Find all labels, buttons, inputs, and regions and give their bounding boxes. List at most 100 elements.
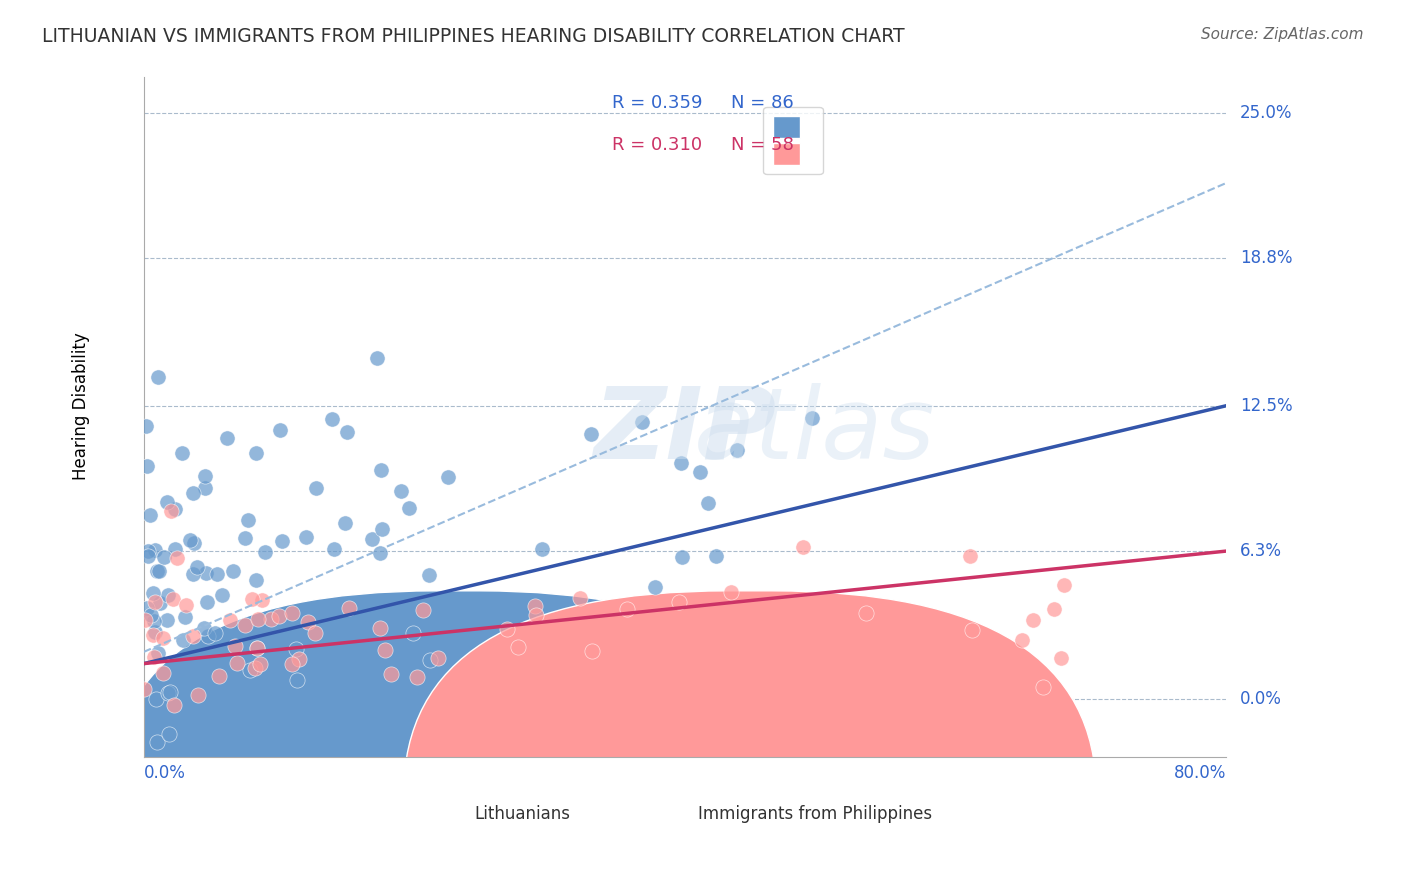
Point (149, 596, 172, 610)
Point (134, 762, 156, 776)
Point (240, 591, 263, 606)
Point (142, 614, 165, 628)
Point (141, 586, 163, 600)
Text: ZIP: ZIP (593, 383, 776, 480)
Point (194, 566, 217, 580)
Point (253, 545, 276, 559)
Point (156, 613, 179, 627)
Point (321, 412, 343, 426)
Point (157, 686, 180, 700)
Point (523, 599, 546, 613)
Point (157, 588, 180, 602)
Point (568, 591, 591, 606)
Point (336, 425, 359, 440)
Point (197, 629, 219, 643)
Text: 6.3%: 6.3% (1240, 542, 1282, 560)
Text: atlas: atlas (695, 383, 936, 480)
Point (271, 533, 294, 548)
Point (285, 642, 308, 657)
Point (183, 567, 205, 582)
Point (183, 629, 205, 643)
Point (412, 603, 434, 617)
Point (243, 661, 266, 675)
Point (402, 625, 425, 640)
Text: R = 0.310: R = 0.310 (612, 136, 702, 153)
Point (295, 530, 318, 544)
Point (285, 673, 308, 688)
Point (644, 580, 666, 594)
Point (215, 431, 238, 445)
Point (801, 411, 824, 425)
Point (239, 663, 262, 677)
Point (152, 631, 174, 645)
Point (193, 621, 215, 635)
Point (222, 564, 245, 578)
Point (579, 426, 602, 441)
Point (135, 419, 157, 434)
Point (142, 627, 165, 641)
Point (368, 546, 391, 560)
Point (143, 625, 166, 640)
Text: Hearing Disability: Hearing Disability (72, 332, 90, 480)
Point (152, 665, 174, 680)
Point (163, 541, 186, 556)
Point (139, 607, 162, 622)
Point (1011, 632, 1033, 647)
Point (249, 657, 271, 672)
Point (246, 612, 269, 626)
Point (426, 651, 449, 665)
Point (183, 536, 205, 550)
Point (725, 442, 748, 457)
Point (166, 550, 188, 565)
Point (143, 595, 166, 609)
Point (370, 463, 392, 477)
Point (236, 513, 259, 527)
Point (530, 541, 553, 556)
Point (153, 549, 176, 564)
Point (225, 656, 247, 670)
Point (366, 351, 388, 366)
Text: Lithuanians: Lithuanians (475, 805, 571, 823)
Point (170, 446, 193, 460)
Point (322, 541, 344, 556)
Point (246, 640, 269, 655)
Point (368, 621, 391, 635)
Point (172, 633, 194, 648)
Point (181, 486, 204, 500)
Point (333, 516, 356, 530)
Point (360, 532, 382, 546)
Point (720, 585, 742, 599)
Point (146, 369, 169, 384)
Point (160, 504, 183, 518)
Point (224, 639, 246, 653)
Point (165, 502, 187, 516)
Point (136, 544, 159, 558)
Text: 18.8%: 18.8% (1240, 249, 1292, 267)
Point (148, 647, 170, 661)
Point (163, 698, 186, 712)
Text: N = 86: N = 86 (731, 94, 794, 112)
Point (245, 573, 267, 587)
Point (337, 601, 360, 615)
Point (186, 559, 208, 574)
Point (1022, 613, 1045, 627)
Point (218, 613, 240, 627)
Point (187, 689, 209, 703)
Point (245, 446, 267, 460)
Point (267, 609, 290, 624)
Point (697, 496, 720, 510)
Point (374, 643, 396, 657)
Point (405, 670, 427, 684)
Point (496, 622, 519, 636)
Point (288, 652, 311, 666)
Text: 0.0%: 0.0% (143, 764, 186, 782)
Point (233, 618, 256, 632)
Point (146, 735, 169, 749)
Point (145, 692, 167, 706)
Text: N = 58: N = 58 (731, 136, 794, 153)
Point (246, 641, 269, 656)
Text: Source: ZipAtlas.com: Source: ZipAtlas.com (1201, 27, 1364, 42)
Point (418, 567, 440, 582)
Point (269, 423, 291, 437)
Point (297, 615, 319, 630)
